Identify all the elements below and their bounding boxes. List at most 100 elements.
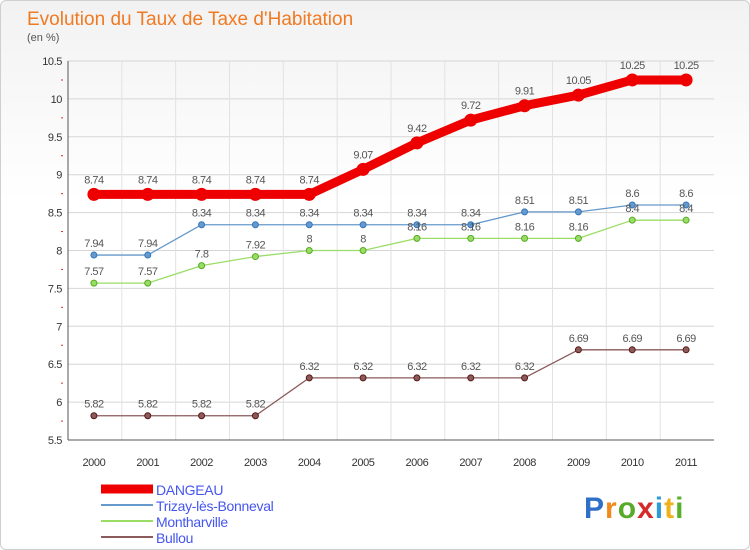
data-label: 9.91 xyxy=(515,86,535,98)
data-label: 8.4 xyxy=(679,203,693,215)
data-label: 8.74 xyxy=(246,174,266,186)
series-point xyxy=(574,234,582,242)
series-point xyxy=(302,187,316,201)
data-label: 8.6 xyxy=(679,188,693,200)
x-tick-label: 2011 xyxy=(675,457,697,469)
x-tick-label: 2008 xyxy=(513,457,536,469)
y-tick-label: 6 xyxy=(56,397,62,409)
data-labels: 8.74 8.74 8.74 8.74 8.74 9.07 9.42 9.72 9.91 10.0… xyxy=(84,60,699,411)
series-point xyxy=(144,412,152,420)
series-point xyxy=(144,279,152,287)
series-point xyxy=(141,187,155,201)
x-tick-label: 2000 xyxy=(82,457,105,469)
legend-label: Montharville xyxy=(156,514,228,530)
series-point xyxy=(682,216,690,224)
x-tick-label: 2009 xyxy=(567,457,590,469)
data-label: 5.82 xyxy=(84,399,104,411)
series-point xyxy=(413,221,421,229)
logo-letter: P xyxy=(584,492,605,525)
series-line-1 xyxy=(93,204,687,256)
series-point xyxy=(198,412,206,420)
series-point xyxy=(518,99,532,113)
series-point xyxy=(195,187,209,201)
data-label: 8.74 xyxy=(192,174,212,186)
series-point xyxy=(87,187,101,201)
chart-subtitle: (en %) xyxy=(27,32,59,44)
series-point xyxy=(305,247,313,254)
series-point xyxy=(251,221,259,229)
x-tick-label: 2005 xyxy=(352,457,375,469)
x-tick-label: 2006 xyxy=(405,457,428,469)
logo-letter: x xyxy=(637,492,655,525)
data-label: 8.16 xyxy=(461,221,481,233)
data-label: 10.25 xyxy=(620,60,645,72)
series-point xyxy=(682,346,690,354)
series-point xyxy=(467,234,475,242)
y-tick-label: 5.5 xyxy=(48,435,62,447)
data-label: 8.16 xyxy=(515,221,535,233)
series-point xyxy=(90,279,98,287)
data-label: 10.25 xyxy=(674,60,699,72)
series-point xyxy=(413,374,421,382)
series-point xyxy=(571,88,585,102)
series-point xyxy=(521,374,529,382)
data-label: 7.57 xyxy=(84,266,104,278)
logo-letter: o xyxy=(618,492,637,525)
x-tick-label: 2002 xyxy=(190,457,213,469)
data-label: 8.4 xyxy=(625,203,639,215)
data-label: 6.32 xyxy=(353,361,373,373)
series-point xyxy=(521,208,529,216)
series-point xyxy=(628,346,636,354)
y-tick-label: 10 xyxy=(51,94,63,106)
y-tick-label: 7 xyxy=(56,321,62,333)
data-label: 8.6 xyxy=(625,188,639,200)
data-label: 6.32 xyxy=(515,361,535,373)
series-point xyxy=(682,201,690,209)
series-point xyxy=(410,136,424,150)
series-point xyxy=(628,201,636,209)
series-line-0 xyxy=(89,75,691,199)
series-point xyxy=(251,412,259,420)
x-tick-label: 2010 xyxy=(621,457,644,469)
series-point xyxy=(90,251,98,259)
series-point xyxy=(251,253,259,261)
y-tick-label: 8.5 xyxy=(48,208,62,220)
axes: 5.5 6 6.5 7 7.5 8 8.5 9 9.5 10 10.5 2000 2001 2002 200… xyxy=(42,56,714,469)
y-tick-label: 10.5 xyxy=(42,56,62,68)
series-point xyxy=(521,234,529,242)
data-label: 8.16 xyxy=(569,221,589,233)
data-label: 8.74 xyxy=(84,174,104,186)
data-label: 8.34 xyxy=(407,208,427,220)
x-tick-label: 2001 xyxy=(136,457,159,469)
series xyxy=(87,73,693,420)
data-label: 7.57 xyxy=(138,266,158,278)
series-point xyxy=(356,162,370,176)
y-tick-label: 9.5 xyxy=(48,132,62,144)
y-tick-label: 7.5 xyxy=(48,283,62,295)
data-label: 8.74 xyxy=(300,174,320,186)
data-label: 8.16 xyxy=(407,221,427,233)
data-label: 8.34 xyxy=(192,208,212,220)
series-line-2 xyxy=(93,219,687,284)
data-label: 6.32 xyxy=(407,361,427,373)
grid xyxy=(68,60,714,441)
series-point xyxy=(574,208,582,216)
data-label: 8 xyxy=(306,234,312,246)
data-label: 5.82 xyxy=(192,399,212,411)
data-label: 5.82 xyxy=(246,399,266,411)
proxiti-logo: Proxiti xyxy=(584,492,684,525)
series-point xyxy=(359,221,367,229)
data-label: 8 xyxy=(360,234,366,246)
series-point xyxy=(198,221,206,229)
series-point xyxy=(625,73,639,87)
series-point xyxy=(679,73,693,87)
data-label: 10.05 xyxy=(566,75,591,87)
series-point xyxy=(413,234,421,242)
legend-label: Trizay-lès-Bonneval xyxy=(156,498,274,514)
data-label: 8.34 xyxy=(461,208,481,220)
data-label: 5.82 xyxy=(138,399,158,411)
data-label: 8.34 xyxy=(246,208,266,220)
data-label: 6.69 xyxy=(676,333,696,345)
data-label: 8.51 xyxy=(515,195,535,207)
